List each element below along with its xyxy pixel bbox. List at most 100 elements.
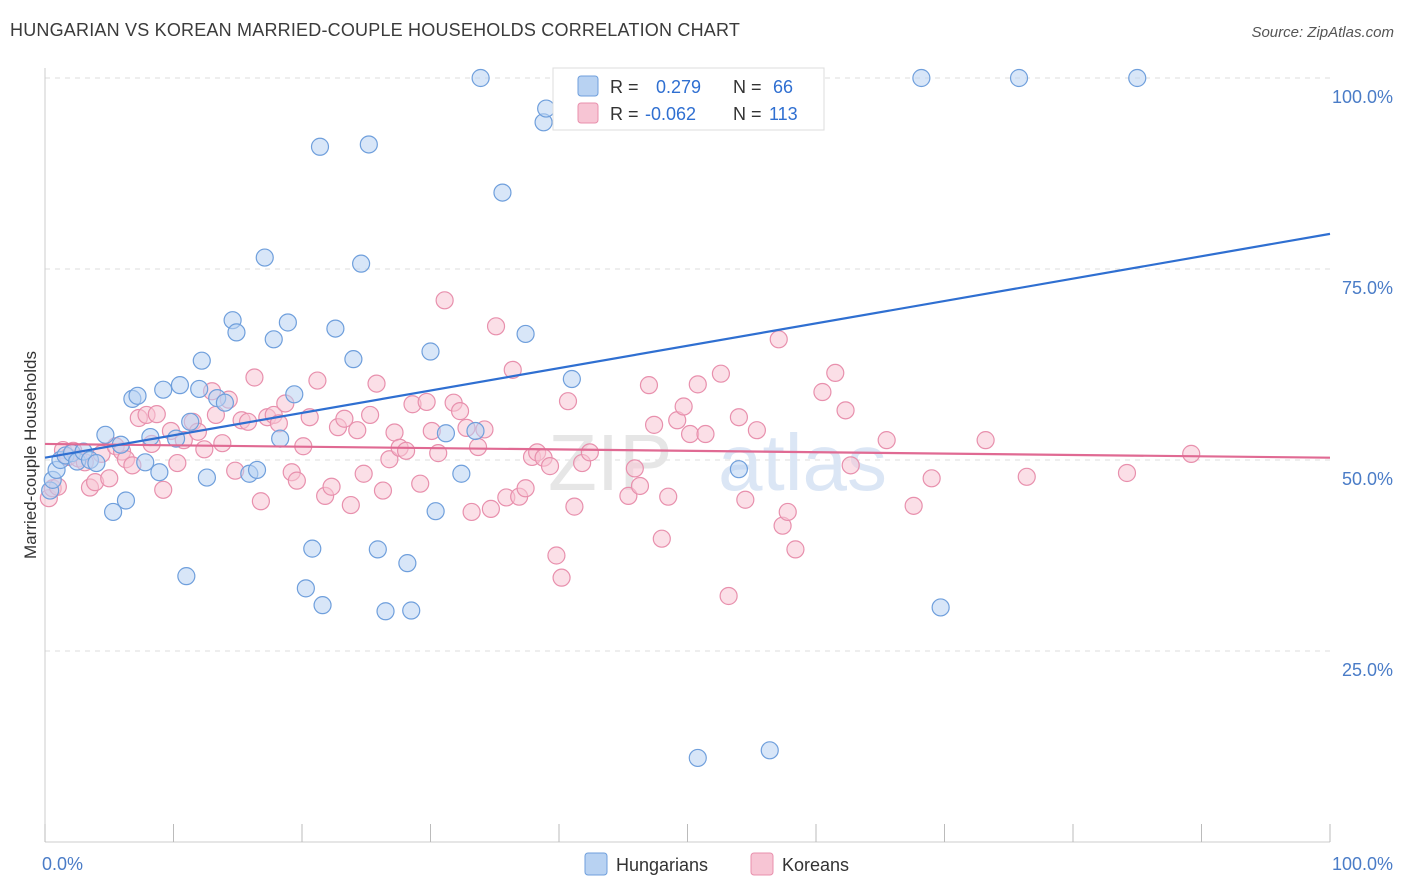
stats-r-value-2: -0.062 (645, 104, 696, 124)
korean-point (1117, 463, 1137, 483)
korean-point (468, 437, 488, 457)
stats-r-label-2: R = (610, 104, 639, 124)
korean-point (308, 371, 327, 390)
korean-point (462, 502, 481, 522)
korean-point (348, 421, 367, 440)
hungarian-point (402, 601, 421, 620)
stats-n-label-2: N = (733, 104, 762, 124)
korean-point (1017, 467, 1036, 486)
korean-point (385, 423, 404, 442)
hungarians-trend-line (44, 232, 1331, 459)
y-axis-label: Married-couple Households (21, 351, 40, 559)
hungarian-point (359, 135, 378, 154)
hungarian-point (255, 248, 274, 267)
hungarian-point (264, 330, 283, 349)
hungarian-point (471, 68, 490, 88)
korean-point (769, 330, 788, 349)
y-tick-labels: 25.0% 50.0% 75.0% 100.0% (1332, 87, 1393, 680)
stats-n-value-2: 113 (769, 104, 798, 124)
hungarian-point (296, 579, 315, 598)
korean-point (652, 529, 671, 548)
korean-point (168, 453, 187, 473)
series-legend: Hungarians Koreans (584, 852, 849, 876)
chart-title: HUNGARIAN VS KOREAN MARRIED-COUPLE HOUSE… (10, 20, 741, 40)
korean-point (195, 440, 214, 459)
hungarian-point (421, 342, 440, 361)
korean-point (481, 499, 500, 518)
hungarian-point (326, 319, 345, 338)
hungarian-point (154, 380, 173, 399)
hungarian-point (376, 602, 395, 621)
korean-point (540, 457, 560, 476)
trend-lines (44, 232, 1331, 459)
hungarian-point (170, 376, 190, 395)
korean-point (659, 487, 678, 506)
korean-point (904, 496, 923, 515)
hungarian-point (215, 393, 234, 412)
stats-koreans-swatch (577, 102, 599, 124)
y-tick-label: 50.0% (1342, 469, 1393, 489)
korean-point (245, 368, 264, 387)
hungarian-point (87, 453, 106, 473)
korean-point (380, 450, 399, 469)
stats-hungarians-swatch (577, 75, 599, 97)
korean-point (411, 474, 430, 493)
korean-point (836, 401, 855, 420)
korean-point (877, 431, 896, 450)
y-tick-label: 75.0% (1342, 278, 1393, 298)
legend-koreans-label: Koreans (782, 855, 849, 875)
korean-point (354, 464, 373, 483)
grid-lines (45, 77, 1330, 652)
korean-point (719, 586, 738, 606)
hungarian-point (278, 313, 297, 332)
korean-point (361, 405, 380, 425)
korean-point (417, 392, 436, 412)
korean-point (826, 363, 845, 383)
korean-point (154, 480, 173, 499)
hungarian-point (398, 554, 417, 573)
korean-point (1182, 444, 1201, 463)
hungarian-point (1128, 68, 1147, 88)
korean-point (450, 402, 470, 421)
hungarian-point (466, 421, 485, 441)
y-tick-label: 25.0% (1342, 660, 1393, 680)
hungarian-point (177, 567, 196, 586)
korean-point (778, 502, 797, 522)
hungarian-point (537, 99, 556, 118)
koreans-trend-line (44, 442, 1331, 459)
korean-point (580, 443, 599, 462)
korean-point (747, 421, 766, 440)
stats-n-label-1: N = (733, 77, 762, 97)
hungarian-point (271, 429, 290, 448)
korean-point (213, 434, 232, 453)
hungarian-point (313, 596, 332, 615)
hungarian-point (452, 464, 471, 483)
hungarian-point (516, 324, 535, 344)
hungarian-point (247, 460, 267, 480)
stats-legend: R = 0.279 N = 66 R = -0.062 N = 113 (552, 67, 825, 131)
hungarian-point (493, 183, 512, 202)
hungarian-point (227, 323, 246, 342)
hungarian-point (197, 468, 217, 487)
hungarian-point (344, 350, 363, 369)
stats-r-label-1: R = (610, 77, 639, 97)
korean-point (841, 456, 860, 475)
korean-point (100, 469, 119, 488)
korean-point (688, 375, 707, 394)
korean-point (558, 392, 578, 411)
korean-point (287, 471, 306, 490)
korean-point (373, 481, 393, 500)
korean-point (435, 291, 454, 310)
korean-point (644, 415, 664, 434)
korean-point (696, 424, 715, 444)
x-tick-label-min: 0.0% (42, 854, 83, 874)
hungarian-point (426, 502, 445, 521)
stats-r-value-1: 0.279 (656, 77, 701, 97)
hungarian-point (436, 424, 456, 443)
korean-point (552, 568, 571, 587)
korean-point (786, 540, 805, 559)
hungarian-point (303, 539, 322, 558)
x-tick-label-max: 100.0% (1332, 854, 1393, 874)
korean-point (565, 497, 584, 516)
korean-point (630, 476, 650, 496)
